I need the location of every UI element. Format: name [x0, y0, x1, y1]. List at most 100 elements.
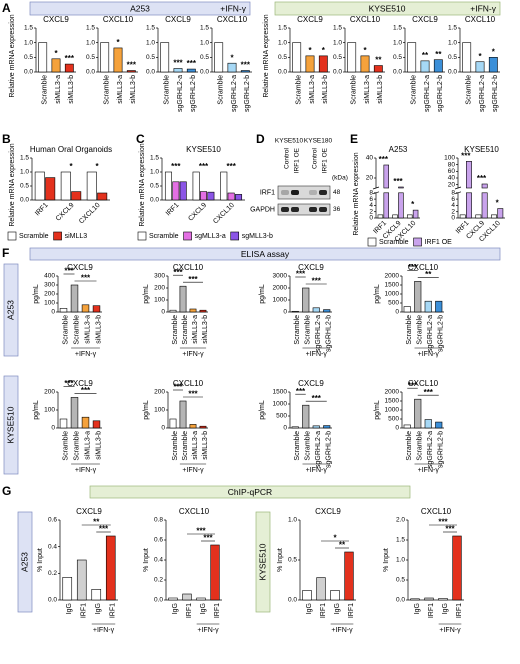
x-tick-label: Scramble: [305, 431, 312, 461]
bar: [291, 426, 299, 429]
chart-title: A253: [389, 145, 408, 154]
significance: *: [411, 200, 415, 209]
x-tick-label: CXCL9: [55, 202, 76, 223]
blot-band: [291, 207, 299, 212]
bar: [179, 181, 187, 201]
y-tick-label: 1000: [273, 297, 288, 304]
chart-title: KYSE510: [464, 145, 499, 154]
bar: [481, 183, 488, 189]
significance: ***: [393, 177, 403, 186]
y-tick-label: 3000: [273, 273, 288, 280]
x-tick-label: IgG: [172, 603, 179, 614]
x-tick-label: Scramble: [172, 431, 179, 461]
y-tick-label: 40: [448, 175, 456, 182]
row-box: [3, 375, 19, 475]
bar: [452, 535, 462, 601]
x-tick-label: sgGRHL2-b: [244, 75, 251, 112]
bar: [462, 42, 472, 73]
chart-title: CXCL10: [173, 263, 204, 272]
bar: [475, 214, 482, 219]
bar: [383, 164, 390, 189]
chart-title: CXCL9: [67, 379, 93, 388]
panel-label: G: [2, 484, 11, 498]
panel-label: B: [2, 132, 11, 146]
panel-label: F: [2, 246, 9, 260]
bar: [292, 42, 302, 73]
x-tick-label: sgGRHL2-b: [190, 75, 197, 112]
x-tick-label: Scramble: [406, 431, 413, 461]
x-tick-label: Scramble: [164, 75, 171, 105]
significance: *: [496, 199, 500, 208]
x-tick-label: sgGRHL2-a: [315, 315, 322, 352]
bar: [466, 161, 472, 189]
y-tick-label: 0: [51, 309, 55, 316]
bar: [76, 559, 87, 601]
header-title: KYSE510: [369, 3, 406, 13]
y-tick-label: 0: [283, 425, 287, 432]
bar: [59, 308, 68, 313]
x-tick-label: Scramble: [104, 75, 111, 105]
significance: ***: [173, 383, 183, 392]
y-tick-label: 0: [451, 215, 455, 222]
y-tick-label: 0.5: [86, 54, 95, 61]
bar: [316, 577, 326, 601]
y-axis-label: % Input: [383, 548, 390, 572]
x-tick-label: siMLL3-b: [95, 315, 102, 344]
row-box: [17, 511, 33, 613]
significance: *: [116, 38, 120, 47]
bar: [189, 424, 197, 429]
significance: *: [492, 47, 496, 56]
group-label: +IFN-γ: [75, 467, 97, 474]
bar: [435, 300, 443, 313]
blot-row-label: IRF1: [260, 189, 275, 196]
significance: *: [308, 46, 312, 55]
group-label: +IFN-γ: [418, 351, 440, 358]
header-title: ELISA assay: [241, 249, 290, 259]
bar: [323, 425, 331, 429]
x-tick-label: Scramble: [172, 315, 179, 345]
legend-label: sgMLL3-b: [242, 233, 273, 240]
y-tick-label: 500: [388, 416, 399, 423]
blot-band: [319, 207, 327, 212]
group-label: +IFN-γ: [439, 627, 461, 634]
y-tick-label: 1.0: [393, 39, 402, 46]
significance: ***: [81, 386, 91, 395]
y-tick-label: 0: [283, 309, 287, 316]
bar: [179, 400, 187, 429]
significance: *: [363, 46, 367, 55]
y-tick-label: 0.2: [48, 570, 57, 577]
y-tick-label: 1.5: [200, 25, 209, 32]
bar: [410, 598, 420, 601]
group-label: +IFN-γ: [182, 467, 204, 474]
x-tick-label: sgGRHL2-a: [231, 75, 238, 112]
y-tick-label: 1.0: [24, 39, 33, 46]
y-tick-label: 100: [44, 407, 55, 414]
x-tick-label: siMLL3-a: [117, 75, 124, 104]
bar: [435, 421, 443, 429]
x-tick-label: sgGRHL2-b: [326, 315, 333, 352]
row-label: KYSE510: [257, 543, 267, 580]
y-tick-label: 1000: [385, 291, 400, 298]
blot-band: [291, 190, 299, 195]
bar: [302, 287, 310, 313]
y-tick-label: 1.5: [150, 155, 159, 162]
y-tick-label: 0.2: [154, 577, 163, 584]
bar: [169, 309, 177, 313]
group-label: +IFN-γ: [331, 627, 353, 634]
x-tick-label: sgGRHL2-a: [424, 75, 431, 112]
y-tick-label: 0.5: [200, 54, 209, 61]
x-tick-label: Scramble: [73, 315, 80, 345]
y-tick-label: 300: [44, 282, 55, 289]
x-tick-label: IRF1: [110, 603, 117, 618]
bar: [433, 59, 443, 73]
bar: [91, 589, 102, 601]
bar: [424, 300, 432, 313]
bar: [199, 425, 207, 429]
header-note: +IFN-γ: [220, 3, 246, 13]
blot-band: [281, 190, 289, 195]
significance: *: [95, 162, 99, 171]
bar: [398, 192, 404, 219]
x-tick-label: siMLL3-a: [192, 315, 199, 344]
row-label: KYSE510: [5, 406, 15, 443]
header-box: [274, 1, 501, 16]
